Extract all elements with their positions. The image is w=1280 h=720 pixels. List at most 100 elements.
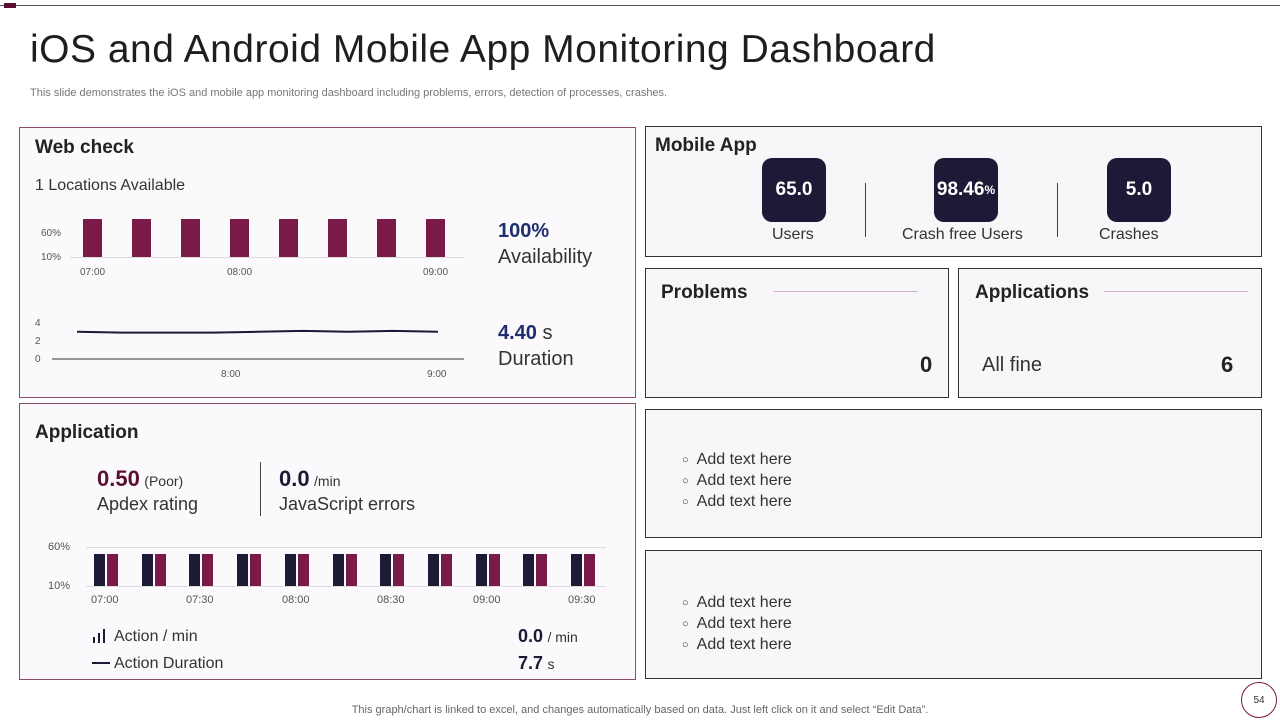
applications-status: All fine <box>982 354 1043 376</box>
x-tick: 08:00 <box>282 594 310 606</box>
text-box-2-list: Add text here Add text here Add text her… <box>682 593 792 656</box>
x-tick: 09:30 <box>568 594 596 606</box>
availability-bar <box>83 219 102 257</box>
y-tick: 2 <box>35 336 41 347</box>
duration-value: 4.40 <box>498 322 537 344</box>
mobile-app-title: Mobile App <box>655 135 757 156</box>
action-rate-bar <box>237 554 249 586</box>
availability-bar <box>181 219 200 257</box>
crashes-label: Crashes <box>1099 226 1159 243</box>
divider <box>1057 183 1058 237</box>
page-title: iOS and Android Mobile App Monitoring Da… <box>30 28 936 71</box>
title-underline <box>774 291 918 292</box>
y-tick: 10% <box>41 252 62 263</box>
problems-count: 0 <box>920 352 933 377</box>
action-rate-bar <box>94 554 105 586</box>
apdex-qualifier: (Poor) <box>144 473 184 489</box>
y-tick: 0 <box>35 354 41 365</box>
action-rate-bar <box>332 554 344 586</box>
y-tick: 60% <box>48 541 71 553</box>
axis-line <box>86 547 606 548</box>
text-box-1-list: Add text here Add text here Add text her… <box>682 450 792 513</box>
action-duration-bar <box>107 554 118 586</box>
footer-note: This graph/chart is linked to excel, and… <box>351 704 929 716</box>
availability-bar <box>328 219 347 257</box>
action-rate-bar <box>284 554 296 586</box>
action-rate-readout: 0.0 / min <box>518 626 578 647</box>
action-duration-bar <box>584 554 595 586</box>
action-rate-unit: / min <box>547 629 578 645</box>
y-tick: 60% <box>41 228 62 239</box>
duration-line <box>76 329 439 334</box>
action-duration-bar <box>488 554 500 586</box>
action-rate-bar <box>380 554 392 586</box>
js-errors-label: JavaScript errors <box>279 494 416 514</box>
list-item: Add text here <box>682 450 792 471</box>
x-tick: 08:30 <box>377 594 405 606</box>
problems-panel <box>645 268 949 398</box>
availability-bar <box>132 219 151 257</box>
availability-bar <box>230 219 249 257</box>
x-tick: 07:00 <box>91 594 119 606</box>
duration-label: Duration <box>498 348 574 370</box>
y-tick: 10% <box>48 580 71 592</box>
action-duration-bar <box>440 554 452 586</box>
action-rate-bar <box>475 554 487 586</box>
x-tick: 9:00 <box>427 369 447 380</box>
action-duration-bar <box>536 554 548 586</box>
js-errors-value: 0.0 <box>279 466 310 491</box>
duration-readout: 4.40 s <box>498 322 553 345</box>
action-rate-bar <box>571 554 582 586</box>
x-tick: 07:00 <box>80 267 106 278</box>
locations-label: 1 Locations Available <box>35 177 186 194</box>
js-errors-readout: 0.0 /min <box>279 466 341 492</box>
action-rate-bar <box>427 554 439 586</box>
apdex-readout: 0.50 (Poor) <box>97 466 183 492</box>
list-item: Add text here <box>682 593 792 614</box>
users-stat-box: 65.0 <box>762 158 826 222</box>
web-check-title: Web check <box>35 137 134 158</box>
list-item: Add text here <box>682 614 792 635</box>
divider <box>260 462 261 516</box>
x-tick: 09:00 <box>473 594 501 606</box>
title-underline <box>1104 291 1248 292</box>
crashes-value: 5.0 <box>1125 179 1153 200</box>
duration-unit: s <box>542 322 553 344</box>
action-duration-bar <box>345 554 357 586</box>
line-legend-icon <box>92 662 110 664</box>
web-check-duration-chart <box>52 329 464 360</box>
crash-free-unit: % <box>984 183 996 197</box>
application-title: Application <box>35 422 139 443</box>
action-duration-bar <box>154 554 166 586</box>
action-duration-value: 7.7 <box>518 653 544 673</box>
availability-value: 100% <box>498 220 550 242</box>
crash-free-value: 98.46 <box>936 179 985 200</box>
x-tick: 8:00 <box>221 369 241 380</box>
action-rate-bar <box>141 554 153 586</box>
users-label: Users <box>772 226 814 243</box>
applications-panel <box>958 268 1262 398</box>
apdex-label: Apdex rating <box>97 494 199 514</box>
y-tick: 4 <box>35 318 41 329</box>
action-rate-bar <box>189 554 201 586</box>
problems-title: Problems <box>661 282 748 303</box>
apdex-value: 0.50 <box>97 466 140 491</box>
list-item: Add text here <box>682 471 792 492</box>
applications-title: Applications <box>975 282 1090 303</box>
action-duration-bar <box>202 554 214 586</box>
bar-chart-icon <box>93 629 105 643</box>
divider <box>865 183 866 237</box>
page-number: 54 <box>1241 682 1277 718</box>
legend-duration-label: Action Duration <box>114 655 224 672</box>
x-tick: 07:30 <box>186 594 214 606</box>
axis-line <box>70 257 464 258</box>
action-rate-value: 0.0 <box>518 626 544 646</box>
crash-free-label: Crash free Users <box>902 226 1023 243</box>
legend-action-label: Action / min <box>114 628 198 645</box>
x-tick: 08:00 <box>227 267 253 278</box>
users-value: 65.0 <box>775 179 813 200</box>
web-check-panel <box>19 127 636 398</box>
list-item: Add text here <box>682 492 792 513</box>
action-duration-bar <box>250 554 262 586</box>
axis-line <box>86 586 606 587</box>
